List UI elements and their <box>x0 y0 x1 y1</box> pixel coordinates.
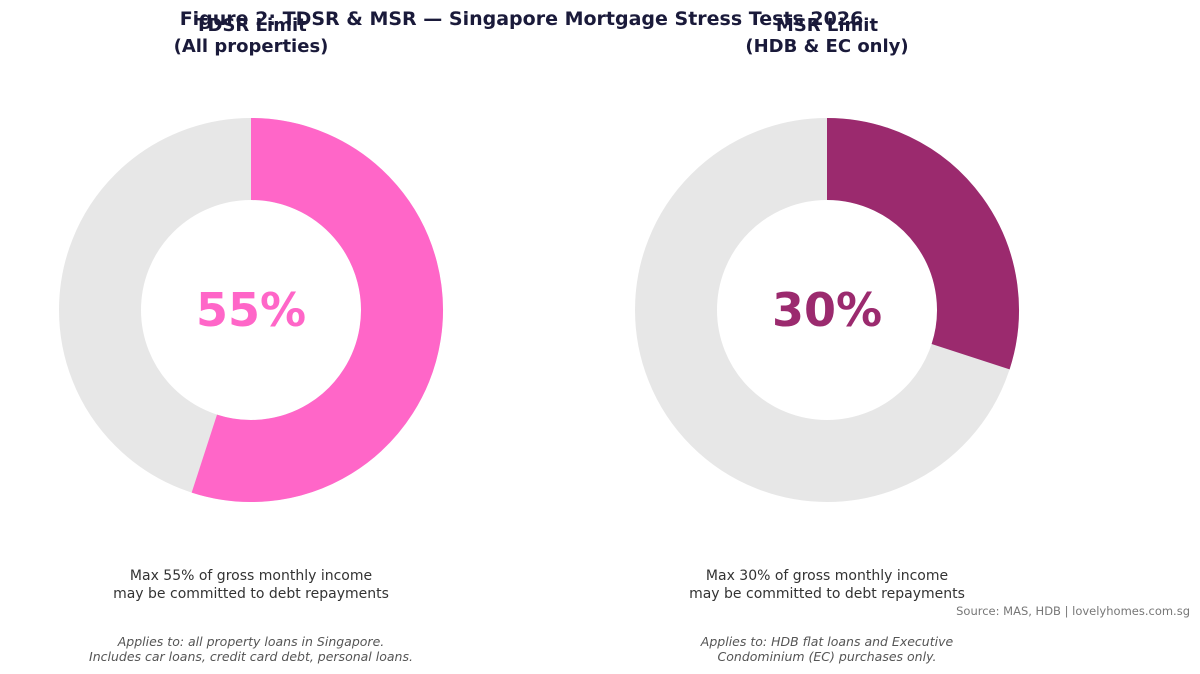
msr-title-line1: MSR Limit <box>775 15 879 36</box>
msr-title-line2: (HDB & EC only) <box>745 36 909 57</box>
msr-donut-chart: 30% <box>635 118 1019 502</box>
msr-description-line2: may be committed to debt repayments <box>689 586 965 602</box>
msr-description: Max 30% of gross monthly income may be c… <box>597 567 1057 603</box>
tdsr-donut-chart: 55% <box>59 118 443 502</box>
tdsr-note: Applies to: all property loans in Singap… <box>21 634 481 664</box>
tdsr-title-line2: (All properties) <box>173 36 329 57</box>
source-note: Source: MAS, HDB | lovelyhomes.com.sg <box>956 604 1190 618</box>
msr-description-line1: Max 30% of gross monthly income <box>705 568 949 584</box>
msr-note: Applies to: HDB flat loans and Executive… <box>597 634 1057 664</box>
tdsr-note-line2: Includes car loans, credit card debt, pe… <box>89 649 413 664</box>
msr-panel: MSR Limit (HDB & EC only) 30% Max 30% of… <box>597 0 1057 674</box>
tdsr-center-label: 55% <box>196 283 306 337</box>
msr-note-line1: Applies to: HDB flat loans and Executive <box>700 634 954 649</box>
tdsr-title-line1: TDSR Limit <box>195 15 307 36</box>
tdsr-description-line2: may be committed to debt repayments <box>113 586 389 602</box>
tdsr-title: TDSR Limit (All properties) <box>21 15 481 57</box>
figure-title: Figure 2: TDSR & MSR — Singapore Mortgag… <box>179 8 864 30</box>
msr-note-line2: Condominium (EC) purchases only. <box>717 649 937 664</box>
tdsr-panel: TDSR Limit (All properties) 55% Max 55% … <box>21 0 481 674</box>
tdsr-note-line1: Applies to: all property loans in Singap… <box>117 634 385 649</box>
tdsr-description: Max 55% of gross monthly income may be c… <box>21 567 481 603</box>
tdsr-donut-value-arc <box>191 118 443 502</box>
msr-title: MSR Limit (HDB & EC only) <box>597 15 1057 57</box>
msr-donut-value-arc <box>825 118 1019 370</box>
tdsr-description-line1: Max 55% of gross monthly income <box>129 568 373 584</box>
msr-center-label: 30% <box>772 283 882 337</box>
